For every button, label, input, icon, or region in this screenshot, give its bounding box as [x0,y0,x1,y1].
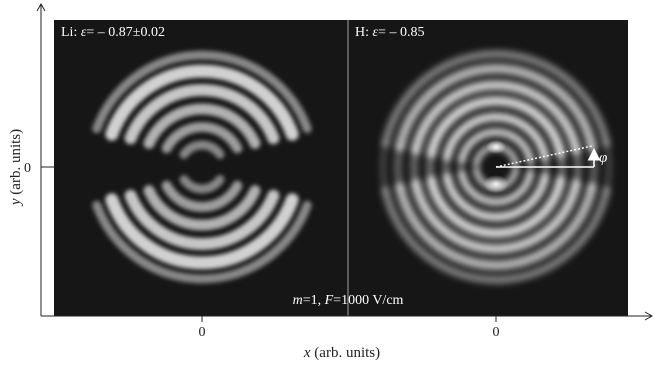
h-ring-left-node [379,140,389,194]
right-panel-label: H: ε= – 0.85 [355,25,424,40]
conditions-label: m=1, F=1000 V/cm [293,293,404,308]
h-core-upper-lobe [486,140,506,154]
li-lower-fringe [92,200,312,284]
y-axis-title: y (arb. units) [8,129,24,207]
y-tick-label: 0 [24,161,31,176]
h-ring-left-node [394,142,405,192]
x-axis-arrowhead [644,311,654,321]
li-upper-fringe [161,122,243,154]
x-tick-label-right: 0 [493,325,500,340]
h-ring-left-node [426,149,436,185]
li-upper-fringe [124,84,280,145]
left-panel-label: Li: ε= – 0.87±0.02 [61,25,165,40]
x-axis-title: x (arb. units) [303,345,380,361]
li-lower-fringe [124,189,280,250]
h-ring-lower [457,170,535,206]
li-upper-fringe [143,103,261,149]
h-ring-left-node [457,156,465,178]
h-core-lower-lobe [483,175,509,193]
x-tick-label-left: 0 [199,325,206,340]
h-ring-lower [442,172,550,222]
li-upper-fringe [92,50,312,134]
li-lower-fringe [105,193,299,270]
li-lower-fringe [143,185,261,231]
h-ring-upper [410,80,582,155]
h-ring-lower [395,182,597,271]
h-interference-pattern [379,50,613,284]
y-axis-arrowhead [36,2,46,12]
h-ring-left-node [442,153,451,181]
h-ring-upper [395,63,597,152]
h-ring-right-node [603,140,613,194]
li-lower-fringe [161,180,243,212]
angle-dotted-line [495,145,593,168]
h-ring-lower [410,179,582,254]
h-ring-upper [442,112,550,162]
h-ring-upper [426,95,566,159]
li-interference-pattern [92,50,312,284]
h-ring-upper [457,128,535,164]
li-upper-fringe [179,140,225,159]
phi-symbol: φ [599,150,607,166]
h-ring-lower [426,175,566,239]
h-ring-left-node [410,146,420,188]
li-lower-fringe [179,175,225,194]
li-upper-fringe [105,64,299,141]
h-ring-upper [381,50,611,148]
h-ring-lower [381,186,611,284]
